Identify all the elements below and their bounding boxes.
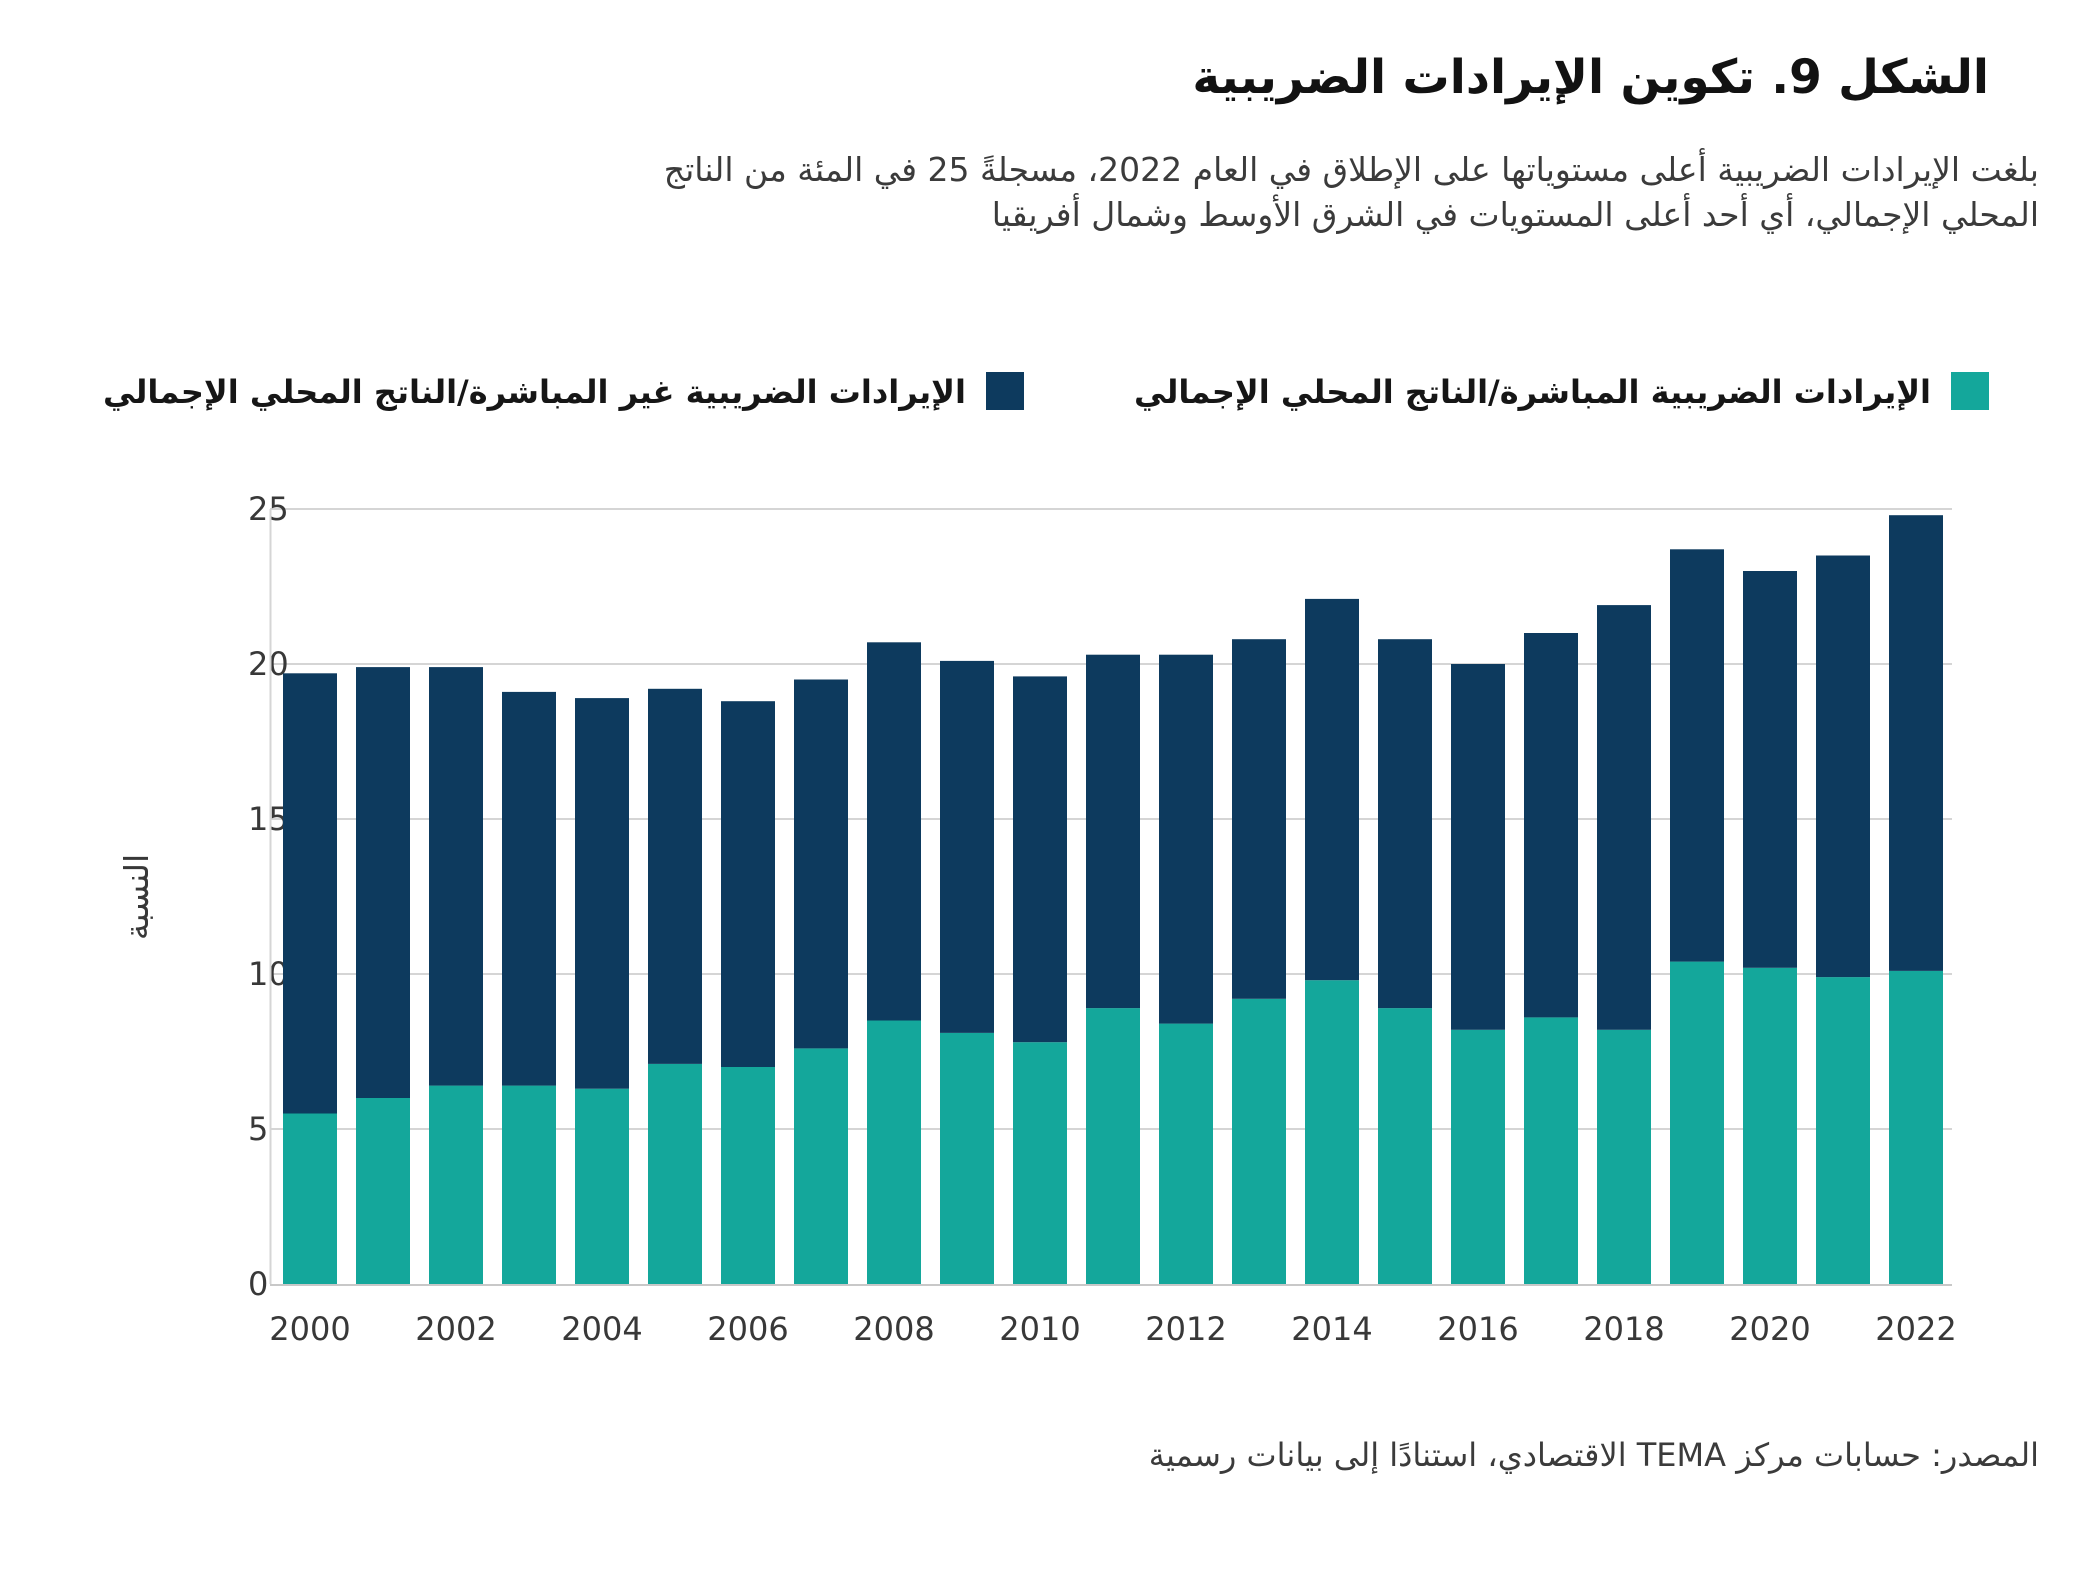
bar-segment-direct-2015 bbox=[1378, 1008, 1432, 1284]
bar-segment-direct-2011 bbox=[1086, 1008, 1140, 1284]
y-axis-title: النسبة bbox=[117, 854, 156, 940]
bar-segment-indirect-2002 bbox=[429, 667, 483, 1086]
figure-subtitle-line-1: بلغت الإيرادات الضريبية أعلى مستوياتها ع… bbox=[663, 150, 2039, 189]
bar-segment-direct-2013 bbox=[1232, 998, 1286, 1284]
x-tick-label: 2018 bbox=[1583, 1310, 1664, 1348]
bar-segment-direct-2000 bbox=[283, 1113, 337, 1284]
bar-segment-indirect-2006 bbox=[721, 701, 775, 1067]
legend-item-indirect-tax: الإيرادات الضريبية غير المباشرة/الناتج ا… bbox=[103, 372, 1024, 412]
stacked-bar-chart: 0 5 10 15 20 25 2000 2002 2004 2006 2008 2010 2012 20… bbox=[117, 490, 1957, 1348]
bar-segment-indirect-2015 bbox=[1378, 639, 1432, 1009]
x-tick-label: 2000 bbox=[269, 1310, 350, 1348]
legend-swatch-direct-tax-icon bbox=[1951, 372, 1989, 410]
source-note: المصدر: حسابات مركز TEMA الاقتصادي، استن… bbox=[1148, 1436, 2039, 1474]
bar-segment-indirect-2005 bbox=[648, 688, 702, 1064]
bar-segment-indirect-2010 bbox=[1013, 676, 1067, 1043]
bar-segment-indirect-2017 bbox=[1524, 633, 1578, 1018]
bar-segment-indirect-2001 bbox=[356, 667, 410, 1098]
bar-segment-direct-2007 bbox=[794, 1048, 848, 1284]
x-tick-label: 2012 bbox=[1145, 1310, 1226, 1348]
bar-segment-indirect-2009 bbox=[940, 660, 994, 1033]
x-tick-label: 2004 bbox=[561, 1310, 642, 1348]
chart-legend: الإيرادات الضريبية المباشرة/الناتج المحل… bbox=[103, 372, 1989, 412]
bar-segment-direct-2004 bbox=[575, 1088, 629, 1284]
y-tick-label: 10 bbox=[248, 955, 289, 993]
x-tick-label: 2016 bbox=[1437, 1310, 1518, 1348]
bar-segment-indirect-2020 bbox=[1743, 571, 1797, 968]
bar-segment-direct-2020 bbox=[1743, 967, 1797, 1284]
y-tick-label: 15 bbox=[248, 800, 289, 838]
bar-segment-direct-2002 bbox=[429, 1085, 483, 1284]
legend-item-direct-tax: الإيرادات الضريبية المباشرة/الناتج المحل… bbox=[1134, 372, 1989, 412]
bar-segment-direct-2021 bbox=[1816, 977, 1870, 1284]
x-tick-label: 2006 bbox=[707, 1310, 788, 1348]
bar-segment-direct-2006 bbox=[721, 1067, 775, 1284]
bar-segment-direct-2016 bbox=[1451, 1029, 1505, 1284]
bar-segment-indirect-2016 bbox=[1451, 664, 1505, 1030]
bar-segment-indirect-2003 bbox=[502, 691, 556, 1086]
bar-segment-indirect-2022 bbox=[1889, 515, 1943, 971]
bar-segment-indirect-2013 bbox=[1232, 639, 1286, 999]
bar-segment-indirect-2019 bbox=[1670, 549, 1724, 962]
x-tick-label: 2020 bbox=[1729, 1310, 1810, 1348]
bar-segment-direct-2008 bbox=[867, 1020, 921, 1284]
bar-segment-direct-2017 bbox=[1524, 1017, 1578, 1284]
bar-segment-direct-2018 bbox=[1597, 1029, 1651, 1284]
x-tick-label: 2010 bbox=[999, 1310, 1080, 1348]
y-tick-label: 5 bbox=[248, 1110, 268, 1148]
legend-label-indirect-tax: الإيرادات الضريبية غير المباشرة/الناتج ا… bbox=[102, 373, 966, 411]
bar-segment-indirect-2012 bbox=[1159, 654, 1213, 1024]
y-tick-label: 0 bbox=[248, 1265, 268, 1303]
legend-label-direct-tax: الإيرادات الضريبية المباشرة/الناتج المحل… bbox=[1133, 373, 1931, 411]
bar-segment-indirect-2021 bbox=[1816, 555, 1870, 978]
y-tick-label: 20 bbox=[248, 645, 289, 683]
figure-title: الشكل 9. تكوين الإيرادات الضريبية bbox=[1192, 50, 1989, 105]
bar-segment-direct-2019 bbox=[1670, 961, 1724, 1284]
x-tick-label: 2008 bbox=[853, 1310, 934, 1348]
bar-segment-indirect-2018 bbox=[1597, 605, 1651, 1030]
bar-segment-indirect-2011 bbox=[1086, 654, 1140, 1009]
bar-segment-indirect-2004 bbox=[575, 698, 629, 1089]
bar-segment-direct-2001 bbox=[356, 1098, 410, 1284]
bar-segment-indirect-2000 bbox=[283, 673, 337, 1114]
figure-subtitle-line-2: المحلي الإجمالي، أي أحد أعلى المستويات ف… bbox=[991, 194, 2039, 234]
x-tick-label: 2022 bbox=[1875, 1310, 1956, 1348]
bar-segment-direct-2010 bbox=[1013, 1042, 1067, 1284]
bar-segment-direct-2022 bbox=[1889, 970, 1943, 1284]
bar-segment-direct-2005 bbox=[648, 1063, 702, 1284]
bar-segment-direct-2012 bbox=[1159, 1023, 1213, 1284]
bar-segment-direct-2014 bbox=[1305, 980, 1359, 1284]
x-tick-label: 2014 bbox=[1291, 1310, 1372, 1348]
bar-segment-indirect-2014 bbox=[1305, 598, 1359, 981]
x-tick-label: 2002 bbox=[415, 1310, 496, 1348]
figure-subtitle: بلغت الإيرادات الضريبية أعلى مستوياتها ع… bbox=[664, 148, 2039, 238]
bar-segment-indirect-2007 bbox=[794, 679, 848, 1049]
y-tick-label: 25 bbox=[248, 490, 289, 528]
bar-segment-direct-2009 bbox=[940, 1032, 994, 1284]
bar-segment-direct-2003 bbox=[502, 1085, 556, 1284]
bar-segment-indirect-2008 bbox=[867, 642, 921, 1021]
legend-swatch-indirect-tax-icon bbox=[985, 372, 1024, 410]
